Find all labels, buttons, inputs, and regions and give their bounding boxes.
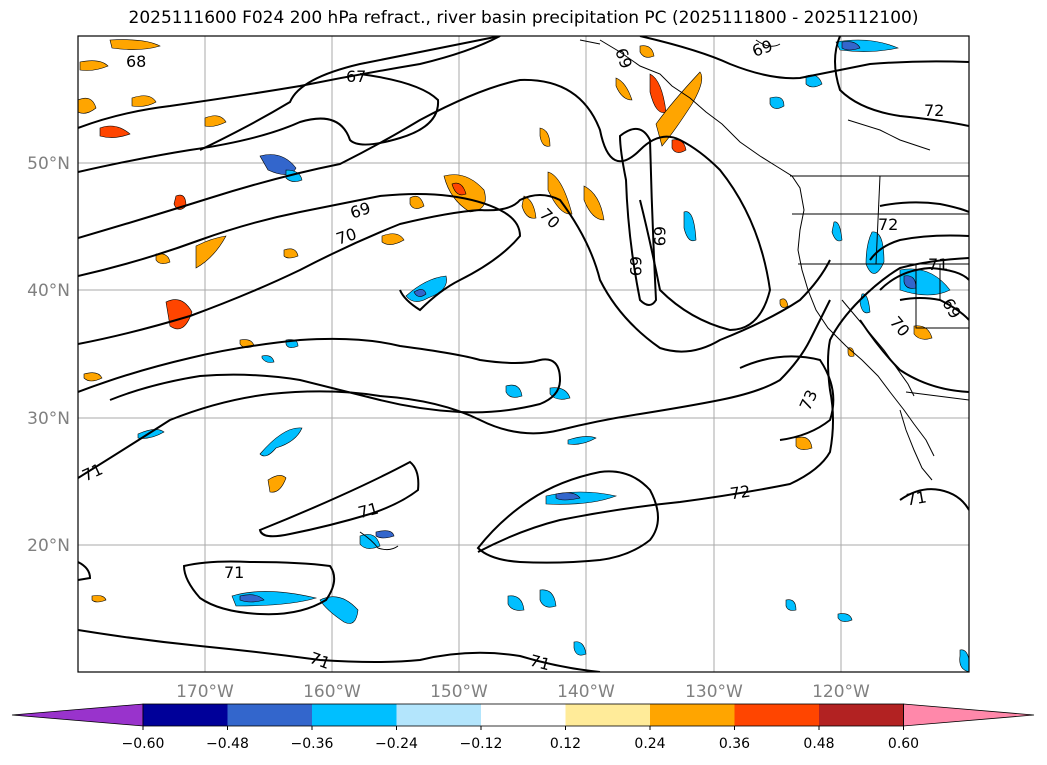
map-frame	[77, 35, 970, 673]
longitude-labels: 170°W 160°W 150°W 140°W 130°W 120°W	[176, 682, 870, 702]
lat-label-20n: 20°N	[27, 536, 70, 556]
contour-label: 69	[650, 226, 669, 246]
colorbar-swatch	[143, 704, 228, 726]
contour-label: 71	[528, 651, 553, 675]
colorbar-swatch	[227, 704, 312, 726]
contour-label: 72	[878, 215, 898, 234]
contour-label: 71	[307, 648, 333, 673]
contour-label: 71	[905, 487, 928, 509]
lon-label-120w: 120°W	[812, 682, 870, 702]
lon-label-150w: 150°W	[430, 682, 488, 702]
contour-label: 72	[729, 482, 752, 504]
lon-label-170w: 170°W	[176, 682, 234, 702]
colorbar-outline	[142, 703, 904, 727]
map-title: 2025111600 F024 200 hPa refract., river …	[128, 8, 919, 28]
colorbar-swatch	[396, 704, 481, 726]
colorbar-swatch	[481, 704, 566, 726]
colorbar-swatch	[819, 704, 904, 726]
colorbar-swatch	[650, 704, 735, 726]
colorbar-tick-label: 0.48	[803, 736, 834, 752]
contour-label: 72	[924, 101, 944, 120]
colorbar-extend-low	[11, 703, 144, 727]
lon-label-130w: 130°W	[685, 682, 743, 702]
colorbar-swatch	[734, 704, 819, 726]
lat-label-40n: 40°N	[27, 281, 70, 301]
lon-label-140w: 140°W	[557, 682, 615, 702]
colorbar-tick-label: −0.60	[122, 736, 165, 752]
colorbar: −0.60 −0.48 −0.36 −0.24 −0.12 0.12 0.24 0.36 0.4…	[11, 703, 1035, 752]
gridlines	[78, 36, 969, 672]
colorbar-tick-label: 0.36	[719, 736, 750, 752]
contour-label: 68	[126, 52, 146, 71]
colorbar-tick-label: 0.60	[888, 736, 919, 752]
colorbar-swatch	[565, 704, 650, 726]
colorbar-tick-label: −0.48	[206, 736, 249, 752]
refractivity-contours	[78, 36, 969, 672]
lon-label-160w: 160°W	[303, 682, 361, 702]
colorbar-tick-label: 0.24	[634, 736, 665, 752]
precipitation-patches	[78, 39, 969, 672]
contour-label: 67	[346, 67, 366, 86]
lat-label-30n: 30°N	[27, 409, 70, 429]
contour-label: 71	[224, 563, 244, 582]
map-background	[78, 36, 969, 672]
lat-label-50n: 50°N	[27, 154, 70, 174]
colorbar-tick-label: −0.12	[460, 736, 503, 752]
contour-label: 71	[356, 499, 381, 523]
colorbar-extend-high	[903, 703, 1035, 727]
contour-label: 71	[928, 255, 948, 274]
latitude-labels: 50°N 40°N 30°N 20°N	[27, 154, 70, 556]
map-content: 68 67 69 69 69 70 70 69 69 72 72 71 69 7…	[78, 36, 969, 675]
colorbar-tick-label: −0.24	[375, 736, 418, 752]
colorbar-swatch	[312, 704, 397, 726]
colorbar-tick-label: −0.36	[291, 736, 334, 752]
contour-label: 69	[626, 256, 645, 276]
colorbar-tick-label: 0.12	[550, 736, 581, 752]
